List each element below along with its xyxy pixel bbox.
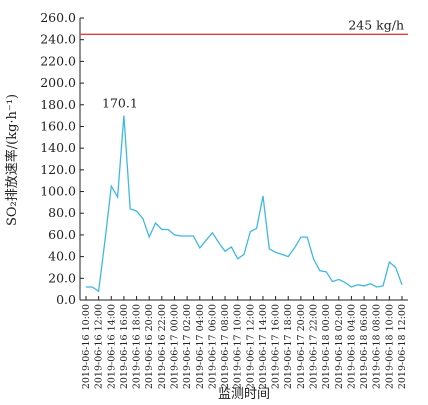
x-tick-label: 2019-06-17 00:00 (169, 304, 180, 389)
x-tick-label: 2019-06-17 12:00 (245, 304, 256, 389)
y-tick-label: 100.0 (40, 184, 76, 199)
reference-line-label: 245 kg/h (348, 17, 404, 32)
x-tick-label: 2019-06-16 22:00 (157, 304, 168, 389)
y-tick-label: 120.0 (40, 162, 76, 177)
x-tick-label: 2019-06-17 16:00 (271, 304, 282, 389)
reference-line-group: 245 kg/h (80, 17, 408, 35)
y-tick-label: 20.0 (48, 270, 76, 285)
y-tick-label: 200.0 (40, 75, 76, 90)
x-tick-label: 2019-06-17 20:00 (296, 304, 307, 389)
x-tick-label: 2019-06-18 02:00 (334, 304, 345, 389)
y-ticks: 0.0 20.0 40.0 60.0 80.0 100.0 120.0 140.0 160.0 1… (40, 10, 84, 307)
x-tick-label: 2019-06-17 22:00 (309, 304, 320, 389)
x-tick-label: 2019-06-18 12:00 (397, 304, 408, 389)
annotations: 170.1 (102, 96, 138, 111)
y-tick-label: 220.0 (40, 53, 76, 68)
x-ticks: 2019-06-16 10:00 2019-06-16 12:00 2019-06-… (81, 296, 408, 389)
x-tick-label: 2019-06-16 18:00 (132, 304, 143, 389)
y-tick-label: 60.0 (48, 227, 76, 242)
y-tick-label: 240.0 (40, 32, 76, 47)
y-tick-label: 0.0 (56, 292, 76, 307)
peak-annotation: 170.1 (102, 96, 138, 111)
x-tick-label: 2019-06-18 06:00 (359, 304, 370, 389)
y-tick-label: 260.0 (40, 10, 76, 25)
x-tick-label: 2019-06-17 08:00 (220, 304, 231, 389)
x-tick-label: 2019-06-16 14:00 (106, 304, 117, 389)
y-tick-label: 180.0 (40, 97, 76, 112)
axes (79, 18, 408, 301)
x-tick-label: 2019-06-18 08:00 (372, 304, 383, 389)
x-axis-label: 监测时间 (218, 387, 270, 402)
y-axis-label: SO₂排放速率/(kg·h⁻¹) (4, 94, 20, 226)
x-tick-label: 2019-06-18 04:00 (346, 304, 357, 389)
series-line-0 (86, 115, 403, 293)
y-tick-label: 160.0 (40, 118, 76, 133)
x-tick-label: 2019-06-18 10:00 (384, 304, 395, 389)
x-tick-label: 2019-06-17 06:00 (207, 304, 218, 389)
x-tick-label: 2019-06-16 16:00 (119, 304, 130, 389)
x-tick-label: 2019-06-16 10:00 (81, 304, 92, 389)
x-tick-label: 2019-06-18 00:00 (321, 304, 332, 389)
y-tick-label: 80.0 (48, 205, 76, 220)
x-tick-label: 2019-06-16 12:00 (94, 304, 105, 389)
x-tick-label: 2019-06-17 10:00 (233, 304, 244, 389)
x-tick-label: 2019-06-17 02:00 (182, 304, 193, 389)
series-group (86, 115, 403, 293)
y-tick-label: 140.0 (40, 140, 76, 155)
x-tick-label: 2019-06-16 20:00 (144, 304, 155, 389)
x-tick-label: 2019-06-17 04:00 (195, 304, 206, 389)
y-tick-label: 40.0 (48, 249, 76, 264)
x-tick-label: 2019-06-17 18:00 (283, 304, 294, 389)
x-tick-label: 2019-06-17 14:00 (258, 304, 269, 389)
